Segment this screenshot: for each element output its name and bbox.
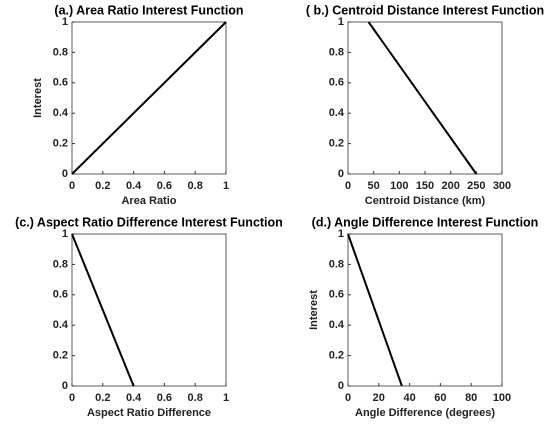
data-line bbox=[347, 233, 403, 387]
x-axis-label: Centroid Distance (km) bbox=[365, 195, 486, 207]
y-tick-label: 0.4 bbox=[53, 107, 69, 119]
x-tick-label: 250 bbox=[467, 180, 485, 192]
data-line bbox=[71, 21, 227, 175]
y-tick-label: 0.8 bbox=[329, 258, 344, 270]
x-tick-label: 50 bbox=[368, 180, 380, 192]
y-tick-label: 0.8 bbox=[329, 46, 344, 58]
y-tick-label: 0.4 bbox=[329, 319, 345, 331]
y-tick-label: 0.6 bbox=[329, 289, 344, 301]
axes-box bbox=[347, 233, 503, 387]
panel-title: ( b.) Centroid Distance Interest Functio… bbox=[306, 3, 544, 17]
axes-box bbox=[71, 21, 227, 175]
y-tick-label: 0.2 bbox=[53, 350, 68, 362]
y-tick-label: 0.2 bbox=[329, 350, 344, 362]
y-tick-label: 0.2 bbox=[53, 138, 68, 150]
x-tick-label: 0 bbox=[345, 180, 351, 192]
y-axis-label: Interest bbox=[308, 290, 320, 330]
x-tick-label: 0.8 bbox=[188, 180, 203, 192]
axes-box bbox=[71, 233, 227, 387]
x-tick-label: 40 bbox=[403, 392, 415, 404]
x-tick-label: 0.6 bbox=[157, 392, 172, 404]
y-tick-label: 0.4 bbox=[53, 319, 69, 331]
x-tick-label: 0 bbox=[345, 392, 351, 404]
x-tick-label: 20 bbox=[373, 392, 385, 404]
y-tick-label: 1 bbox=[62, 228, 68, 240]
x-axis-label: Area Ratio bbox=[121, 195, 176, 207]
x-tick-label: 0.4 bbox=[126, 392, 142, 404]
y-tick-label: 1 bbox=[62, 16, 68, 28]
y-tick-label: 0 bbox=[62, 380, 68, 392]
x-tick-label: 0.6 bbox=[157, 180, 172, 192]
data-line bbox=[367, 21, 478, 175]
x-tick-label: 1 bbox=[223, 392, 229, 404]
data-line bbox=[71, 233, 135, 387]
y-tick-label: 1 bbox=[338, 16, 344, 28]
x-axis-label: Aspect Ratio Difference bbox=[87, 407, 211, 419]
x-tick-label: 80 bbox=[465, 392, 477, 404]
x-axis-label: Angle Difference (degrees) bbox=[355, 407, 495, 419]
y-tick-label: 1 bbox=[338, 228, 344, 240]
panel-title: (d.) Angle Difference Interest Function bbox=[312, 215, 539, 229]
y-tick-label: 0.6 bbox=[53, 289, 68, 301]
y-tick-label: 0.6 bbox=[329, 77, 344, 89]
axes-box bbox=[347, 21, 503, 175]
x-tick-label: 60 bbox=[434, 392, 446, 404]
x-tick-label: 200 bbox=[441, 180, 459, 192]
x-tick-label: 100 bbox=[493, 392, 511, 404]
y-tick-label: 0.6 bbox=[53, 77, 68, 89]
x-tick-label: 0 bbox=[69, 180, 75, 192]
panel-title: (c.) Aspect Ratio Difference Interest Fu… bbox=[15, 215, 283, 229]
x-tick-label: 300 bbox=[493, 180, 511, 192]
y-tick-label: 0.2 bbox=[329, 138, 344, 150]
x-tick-label: 1 bbox=[223, 180, 229, 192]
y-axis-label: Interest bbox=[32, 78, 44, 118]
y-tick-label: 0.8 bbox=[53, 46, 68, 58]
y-tick-label: 0 bbox=[62, 168, 68, 180]
panel-title: (a.) Area Ratio Interest Function bbox=[54, 3, 243, 17]
x-tick-label: 0.2 bbox=[95, 180, 110, 192]
x-tick-label: 0.4 bbox=[126, 180, 142, 192]
y-tick-label: 0 bbox=[338, 380, 344, 392]
x-tick-label: 0.8 bbox=[188, 392, 203, 404]
y-tick-label: 0.8 bbox=[53, 258, 68, 270]
x-tick-label: 150 bbox=[416, 180, 434, 192]
y-tick-label: 0 bbox=[338, 168, 344, 180]
x-tick-label: 0.2 bbox=[95, 392, 110, 404]
y-tick-label: 0.4 bbox=[329, 107, 345, 119]
x-tick-label: 0 bbox=[69, 392, 75, 404]
x-tick-label: 100 bbox=[390, 180, 408, 192]
